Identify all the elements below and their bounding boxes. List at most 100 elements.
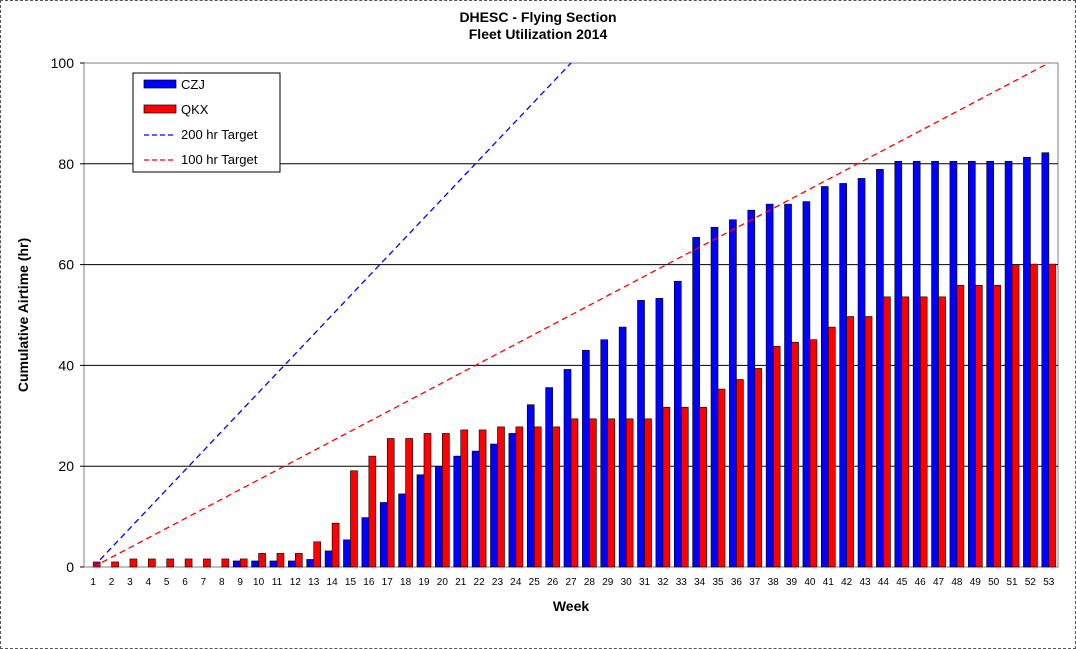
bar-qkx: [258, 553, 266, 568]
x-tick-labels: 1 2 3 4 5 6 7 8 9 10 11 12 13 14 15 16 17 18 19 20 21 22 23 24 2…: [90, 577, 1054, 588]
x-tick-label: 34: [694, 577, 706, 588]
bar-czj: [820, 186, 829, 568]
bar-qkx: [221, 558, 230, 568]
bar-czj: [582, 349, 590, 568]
legend: CZJ QKX 200 hr Target 100 hr Target: [132, 72, 281, 173]
chart-title: DHESC - Flying Section: [459, 9, 617, 25]
x-tick-label: 27: [565, 577, 577, 588]
bar-czj: [600, 339, 609, 568]
bar-czj: [729, 219, 737, 568]
bar-czj: [269, 560, 278, 568]
x-tick-label: 24: [510, 577, 522, 588]
bar-qkx: [680, 406, 689, 568]
bar-czj: [802, 201, 811, 568]
bar-czj: [251, 560, 259, 568]
x-tick-label: 46: [915, 577, 927, 588]
bar-qkx: [607, 418, 616, 568]
x-tick-label: 40: [804, 577, 816, 588]
x-tick-label: 50: [988, 577, 1000, 588]
bar-qkx: [386, 438, 395, 568]
legend-label-czj: CZJ: [181, 77, 205, 92]
x-tick-label: 17: [382, 577, 394, 588]
bar-qkx: [423, 433, 432, 568]
bar-qkx: [644, 418, 652, 568]
x-tick-label: 5: [164, 577, 170, 588]
legend-label-qkx: QKX: [181, 102, 209, 117]
x-tick-label: 20: [437, 577, 449, 588]
x-tick-label: 53: [1043, 577, 1055, 588]
x-tick-label: 42: [841, 577, 853, 588]
bar-qkx: [460, 429, 469, 568]
bar-qkx: [699, 406, 707, 568]
bar-czj: [435, 465, 443, 568]
x-tick-label: 44: [878, 577, 890, 588]
bar-qkx: [295, 553, 303, 568]
bar-czj: [232, 560, 241, 568]
x-tick-label: 9: [237, 577, 243, 588]
bar-czj: [1023, 156, 1031, 568]
bar-qkx: [276, 553, 285, 568]
bar-czj: [324, 550, 333, 568]
x-tick-label: 30: [621, 577, 633, 588]
bar-qkx: [956, 284, 965, 568]
bar-czj: [453, 455, 462, 568]
bar-qkx: [570, 418, 579, 568]
bar-qkx: [993, 284, 1001, 568]
x-tick-label: 52: [1025, 577, 1037, 588]
x-tick-label: 12: [290, 577, 302, 588]
y-axis-label: Cumulative Airtime (hr): [15, 238, 31, 392]
x-tick-label: 23: [492, 577, 504, 588]
bar-czj: [894, 160, 903, 568]
bar-czj: [655, 298, 664, 568]
bar-qkx: [552, 426, 560, 568]
bar-qkx: [589, 418, 597, 568]
x-tick-label: 4: [146, 577, 152, 588]
x-tick-label: 33: [676, 577, 688, 588]
bar-czj: [765, 203, 774, 568]
bar-qkx: [497, 426, 505, 568]
bar-czj: [673, 280, 682, 568]
bar-czj: [784, 203, 792, 568]
bar-czj: [563, 369, 572, 568]
bar-czj: [361, 517, 370, 568]
bar-czj: [857, 178, 866, 568]
legend-box: [132, 72, 281, 173]
bar-czj: [931, 160, 939, 568]
x-tick-label: 36: [731, 577, 743, 588]
x-tick-label: 31: [639, 577, 651, 588]
x-tick-label: 1: [90, 577, 96, 588]
bar-czj: [526, 404, 535, 568]
bar-czj: [471, 450, 480, 568]
bar-czj: [876, 169, 884, 568]
bar-qkx: [864, 316, 873, 568]
bar-qkx: [846, 316, 854, 568]
bar-qkx: [129, 558, 138, 568]
bar-qkx: [975, 284, 983, 568]
x-tick-label: 43: [859, 577, 871, 588]
x-tick-label: 22: [474, 577, 486, 588]
bar-qkx: [478, 429, 487, 568]
bar-czj: [1004, 160, 1013, 568]
y-tick-label: 20: [58, 458, 74, 474]
target-line-1: [92, 62, 1050, 568]
bar-czj: [343, 539, 351, 568]
bar-qkx: [368, 455, 377, 568]
x-tick-label: 39: [786, 577, 798, 588]
y-tick-label: 40: [58, 357, 74, 373]
bar-qkx: [166, 558, 174, 568]
x-tick-label: 41: [823, 577, 835, 588]
bar-czj: [398, 493, 406, 568]
x-tick-label: 51: [1006, 577, 1018, 588]
x-tick-label: 26: [547, 577, 559, 588]
legend-label-200hr: 200 hr Target: [181, 127, 258, 142]
y-tick-label: 100: [51, 55, 75, 71]
x-tick-label: 32: [657, 577, 669, 588]
bar-qkx: [625, 418, 634, 568]
bar-czj: [912, 160, 921, 568]
bar-czj: [747, 209, 756, 568]
x-tick-label: 19: [418, 577, 430, 588]
bar-qkx: [883, 296, 891, 568]
bar-qkx: [239, 558, 248, 568]
x-tick-label: 14: [327, 577, 339, 588]
